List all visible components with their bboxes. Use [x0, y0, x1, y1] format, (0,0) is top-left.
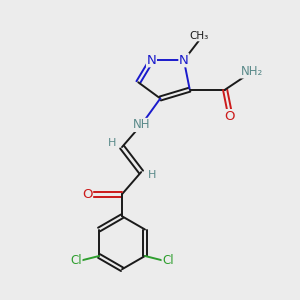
Text: H: H [148, 170, 157, 180]
Text: Cl: Cl [162, 254, 174, 267]
Text: O: O [82, 188, 92, 201]
Text: O: O [224, 110, 235, 123]
Text: NH₂: NH₂ [241, 65, 263, 78]
Text: Cl: Cl [70, 254, 82, 267]
Text: CH₃: CH₃ [190, 31, 209, 41]
Text: N: N [147, 54, 156, 67]
Text: H: H [107, 138, 116, 148]
Text: N: N [179, 54, 189, 67]
Text: NH: NH [132, 118, 150, 131]
